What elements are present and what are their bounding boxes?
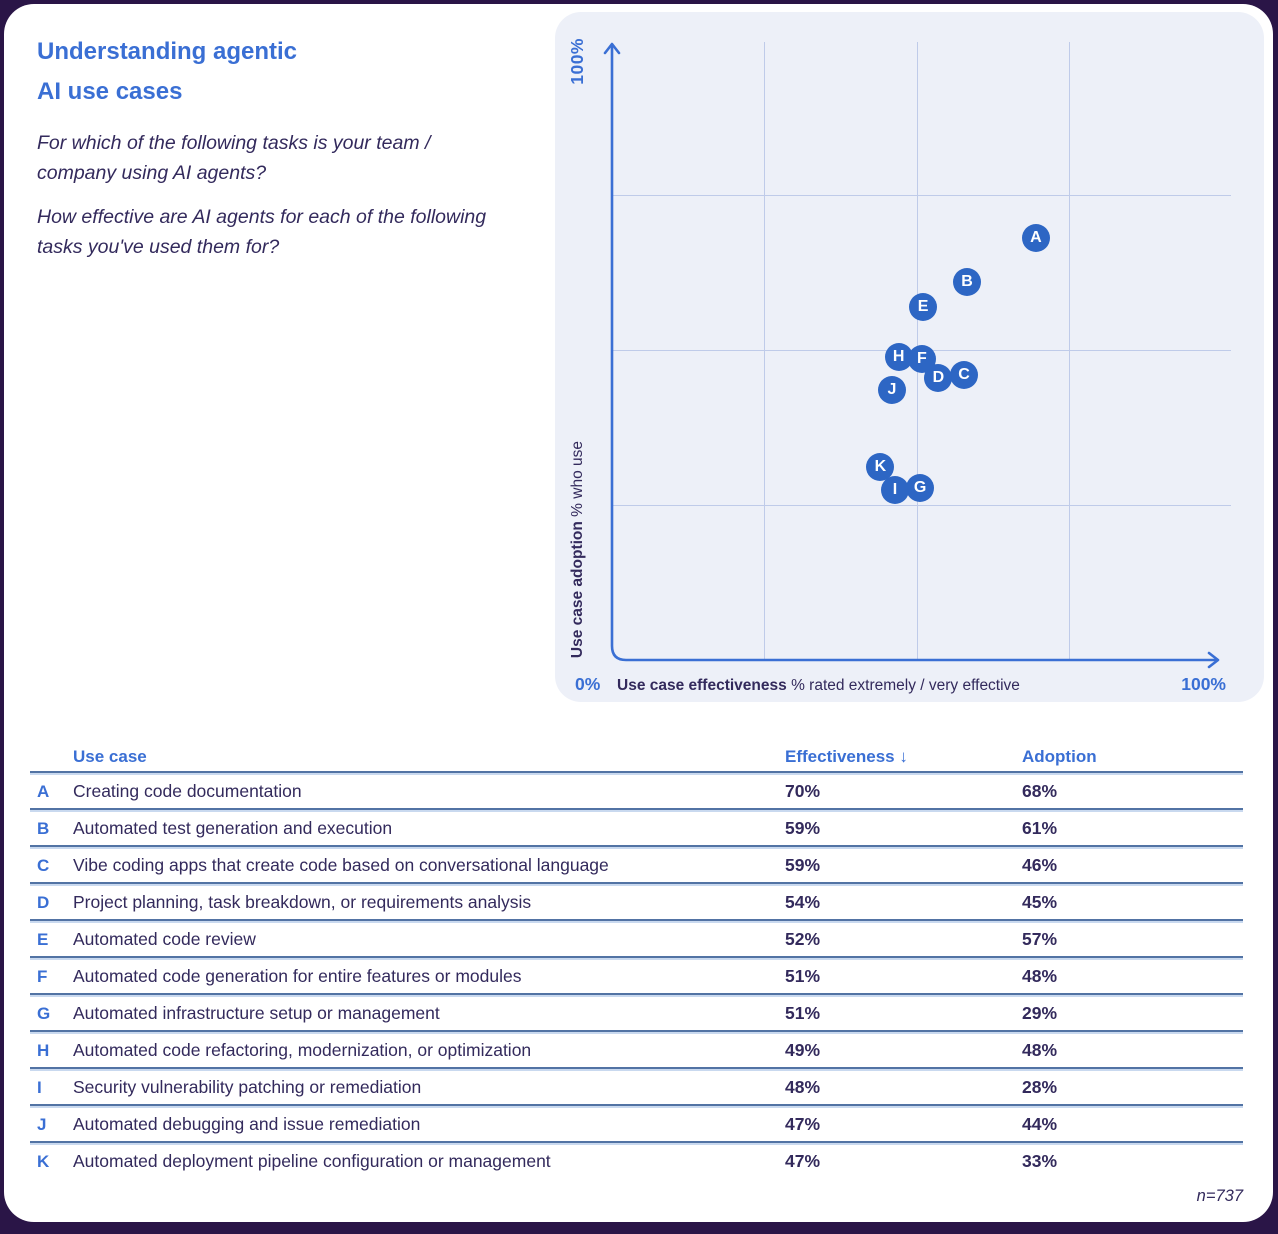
chart-point-J: J (877, 376, 906, 405)
chart-point-G: G (906, 474, 935, 503)
col-header-use-case: Use case (73, 746, 147, 766)
row-adoption: 61% (1022, 818, 1058, 838)
gridline-vertical-75 (1069, 42, 1070, 660)
x-axis-title-bold: Use case effectiveness (617, 677, 787, 694)
table-row: B Automated test generation and execution… (30, 810, 1243, 847)
scatter-chart-panel: 100% Use case adoption % who use 0% Use … (555, 12, 1264, 702)
x-axis-max-label: 100% (1181, 674, 1226, 694)
table-row: G Automated infrastructure setup or manag… (30, 995, 1243, 1032)
row-effectiveness: 70% (785, 781, 821, 801)
chart-point-I: I (881, 475, 910, 504)
table-row: F Automated code generation for entire fe… (30, 958, 1243, 995)
row-effectiveness: 47% (785, 1151, 821, 1171)
table-row: I Security vulnerability patching or reme… (30, 1069, 1243, 1106)
table-row: H Automated code refactoring, modernizati… (30, 1032, 1243, 1069)
report-card: Understanding agentic AI use cases For w… (4, 4, 1273, 1222)
x-axis-title: Use case effectiveness % rated extremely… (617, 677, 1020, 695)
y-axis-title: Use case adoption % who use (569, 441, 587, 658)
row-use-case: Automated code generation for entire fea… (73, 966, 522, 986)
chart-point-H: H (884, 343, 913, 372)
table-row: E Automated code review 52% 57% (30, 921, 1243, 958)
x-axis-title-rest: % rated extremely / very effective (786, 677, 1020, 694)
row-adoption: 48% (1022, 1040, 1058, 1060)
x-axis-min-label: 0% (575, 674, 601, 694)
chart-point-A: A (1021, 224, 1050, 253)
table-body: A Creating code documentation 70% 68% B Autom… (30, 773, 1243, 1180)
row-letter: C (37, 855, 50, 875)
row-effectiveness: 48% (785, 1077, 821, 1097)
sample-size-note: n=737 (1196, 1187, 1243, 1205)
row-letter: I (37, 1077, 42, 1097)
row-use-case: Automated test generation and execution (73, 818, 393, 838)
chart-point-B: B (953, 267, 982, 296)
row-adoption: 28% (1022, 1077, 1058, 1097)
row-letter: K (37, 1151, 50, 1171)
row-use-case: Security vulnerability patching or remed… (73, 1077, 422, 1097)
row-adoption: 33% (1022, 1151, 1058, 1171)
gridline-horizontal-25 (612, 505, 1231, 506)
row-letter: G (37, 1003, 51, 1023)
gridline-horizontal-75 (612, 195, 1231, 196)
chart-header: Understanding agentic AI use cases For w… (37, 32, 537, 262)
x-axis-arrow-icon (1207, 651, 1220, 669)
row-letter: B (37, 818, 50, 838)
chart-point-E: E (909, 292, 938, 321)
sort-desc-icon: ↓ (899, 746, 908, 766)
col-header-effectiveness[interactable]: Effectiveness ↓ (785, 747, 1022, 767)
row-use-case: Automated code review (73, 929, 256, 949)
row-adoption: 44% (1022, 1114, 1058, 1134)
row-adoption: 29% (1022, 1003, 1058, 1023)
y-axis-max-label: 100% (567, 38, 587, 85)
y-axis-arrow-icon (603, 42, 621, 55)
table-row: C Vibe coding apps that create code based… (30, 847, 1243, 884)
page-title-line1: Understanding agentic (37, 38, 298, 65)
row-use-case: Automated code refactoring, modernizatio… (73, 1040, 532, 1060)
row-adoption: 68% (1022, 781, 1058, 801)
chart-point-C: C (949, 360, 978, 389)
row-letter: H (37, 1040, 50, 1060)
y-axis-title-bold: Use case adoption (569, 521, 586, 658)
col-header-effectiveness-label: Effectiveness (785, 746, 895, 766)
gridline-vertical-25 (764, 42, 765, 660)
table-row: K Automated deployment pipeline configura… (30, 1143, 1243, 1180)
survey-question-2: How effective are AI agents for each of … (37, 206, 487, 258)
row-effectiveness: 51% (785, 966, 821, 986)
row-use-case: Automated debugging and issue remediatio… (73, 1114, 421, 1134)
row-letter: D (37, 892, 50, 912)
row-effectiveness: 49% (785, 1040, 821, 1060)
page-title: Understanding agentic AI use cases (37, 32, 537, 112)
row-effectiveness: 59% (785, 855, 821, 875)
row-letter: F (37, 966, 48, 986)
row-effectiveness: 51% (785, 1003, 821, 1023)
row-letter: E (37, 929, 49, 949)
row-adoption: 48% (1022, 966, 1058, 986)
row-adoption: 46% (1022, 855, 1058, 875)
table-header-row: Use case Effectiveness ↓ Adoption (30, 740, 1243, 773)
use-case-table: Use case Effectiveness ↓ Adoption A Creat… (30, 740, 1243, 1180)
table-row: D Project planning, task breakdown, or re… (30, 884, 1243, 921)
row-adoption: 57% (1022, 929, 1058, 949)
row-effectiveness: 54% (785, 892, 821, 912)
row-use-case: Automated infrastructure setup or manage… (73, 1003, 440, 1023)
axes-with-arrow-icons (603, 42, 1220, 669)
survey-question-1: For which of the following tasks is your… (37, 132, 431, 184)
row-use-case: Creating code documentation (73, 781, 302, 801)
table-row: J Automated debugging and issue remediati… (30, 1106, 1243, 1143)
table-row: A Creating code documentation 70% 68% (30, 773, 1243, 810)
page-title-line2: AI use cases (37, 78, 183, 105)
row-use-case: Automated deployment pipeline configurat… (73, 1151, 551, 1171)
y-axis-title-rest: % who use (569, 440, 586, 522)
row-effectiveness: 47% (785, 1114, 821, 1134)
row-letter: J (37, 1114, 47, 1134)
row-effectiveness: 52% (785, 929, 821, 949)
row-effectiveness: 59% (785, 818, 821, 838)
col-header-adoption: Adoption (1022, 746, 1097, 766)
row-adoption: 45% (1022, 892, 1058, 912)
chart-point-K: K (866, 453, 895, 482)
row-use-case: Project planning, task breakdown, or req… (73, 892, 532, 912)
row-use-case: Vibe coding apps that create code based … (73, 855, 609, 875)
row-letter: A (37, 781, 50, 801)
